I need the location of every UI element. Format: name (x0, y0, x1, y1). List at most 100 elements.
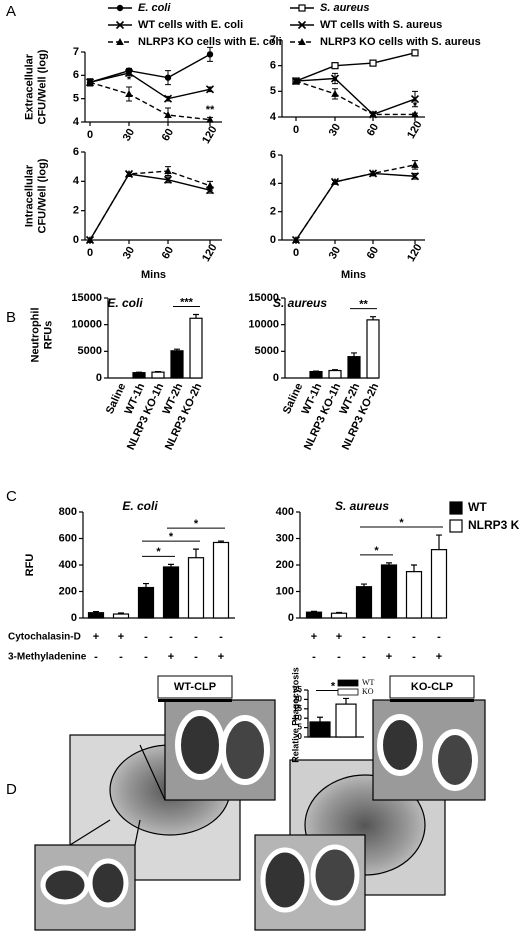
point (292, 236, 300, 243)
point (369, 59, 377, 67)
y-tick-label: 5 (73, 93, 79, 105)
y-tick-label: 6 (270, 60, 276, 72)
significance-label: * (156, 546, 161, 558)
series-line (89, 53, 211, 84)
bar (162, 566, 180, 619)
y-tick-label: 25 (293, 685, 302, 694)
row-value: + (336, 631, 342, 643)
point (410, 172, 420, 181)
label-box (157, 675, 233, 699)
y-tick-label: 6 (73, 146, 79, 158)
y-tick-label: 15000 (71, 292, 102, 304)
label-bar (390, 699, 474, 702)
chart-title: E. coli (122, 499, 158, 513)
x-axis-label: Mins (141, 269, 166, 281)
legend-label: WT cells with E. coli (138, 19, 243, 31)
point (164, 74, 172, 81)
bar (309, 371, 323, 379)
y-tick-label: 400 (276, 506, 294, 518)
row-value: - (412, 651, 416, 663)
row-value: - (437, 631, 441, 643)
bar (151, 371, 165, 379)
point (292, 77, 300, 85)
row-value: + (93, 631, 99, 643)
series-line (89, 72, 211, 100)
point (331, 62, 339, 70)
point (163, 94, 173, 103)
series-line (89, 81, 211, 121)
chart-title: S. aureus (335, 499, 389, 513)
x-tick-label: 60 (160, 245, 177, 262)
row-value: + (118, 631, 124, 643)
point (205, 85, 215, 94)
x-tick-label: 0 (293, 124, 299, 136)
x-tick-label: 60 (365, 122, 382, 139)
x-tick-label: 0 (293, 247, 299, 259)
y-tick-label: 0 (273, 372, 279, 384)
row-value: - (194, 651, 198, 663)
y-tick-label: 0 (96, 372, 102, 384)
vacuole (260, 847, 310, 913)
y-tick-label: 20 (293, 695, 302, 704)
x-tick-label: 120 (200, 124, 220, 146)
y-axis-label: RFUs (42, 321, 54, 350)
bar (212, 541, 230, 619)
y-tick-label: 800 (59, 506, 77, 518)
significance-label: * (194, 518, 199, 530)
y-tick-label: 0 (73, 234, 79, 246)
point (206, 51, 214, 58)
y-axis-label: Intracellular (23, 164, 35, 227)
bar (330, 612, 348, 619)
y-tick-label: 300 (276, 532, 294, 544)
bar (189, 317, 203, 379)
y-tick-label: 6 (270, 149, 276, 161)
legend-swatch (337, 688, 359, 696)
row-value: - (144, 651, 148, 663)
y-tick-label: 2 (270, 206, 276, 218)
row-value: + (218, 651, 224, 663)
point (411, 110, 419, 118)
label-bar (158, 699, 232, 702)
significance-label: * (399, 517, 404, 529)
y-tick-label: 5 (270, 85, 276, 97)
y-tick-label: 7 (270, 34, 276, 46)
x-axis-label: Mins (341, 269, 366, 281)
legend-swatch (449, 501, 463, 515)
error-bar (193, 548, 199, 558)
bar (380, 564, 398, 619)
zoom-line (134, 819, 141, 846)
vacuole (175, 710, 225, 780)
legend-label: E. coli (138, 2, 171, 14)
point (411, 160, 419, 168)
bar (335, 703, 357, 738)
vacuole (377, 714, 423, 776)
error-bar (351, 352, 357, 357)
legend-label: WT (468, 500, 487, 514)
bar (328, 369, 342, 379)
zoom-line (139, 744, 166, 801)
bar (132, 372, 146, 379)
y-axis-label: Extracellular (23, 53, 35, 120)
point (124, 68, 134, 78)
legend-label: NLRP3 KO cells with S. aureus (320, 36, 481, 48)
y-tick-label: 5 (298, 723, 303, 732)
row-label: Cytochalasin-D (8, 632, 81, 643)
x-tick-label: 30 (121, 245, 138, 262)
vacuole (310, 844, 360, 906)
series-line (295, 172, 416, 241)
point (410, 94, 420, 104)
y-tick-label: 400 (59, 559, 77, 571)
vacuole (87, 858, 129, 908)
point (86, 236, 94, 243)
vacuole (220, 715, 270, 785)
y-tick-label: 2 (73, 205, 79, 217)
chart-title: E. coli (107, 296, 143, 310)
point (297, 20, 307, 30)
x-tick-label: 120 (405, 119, 425, 141)
point (331, 177, 339, 185)
y-tick-label: 0 (288, 612, 294, 624)
point (369, 110, 377, 118)
series-line (295, 77, 416, 116)
row-value: - (337, 651, 341, 663)
